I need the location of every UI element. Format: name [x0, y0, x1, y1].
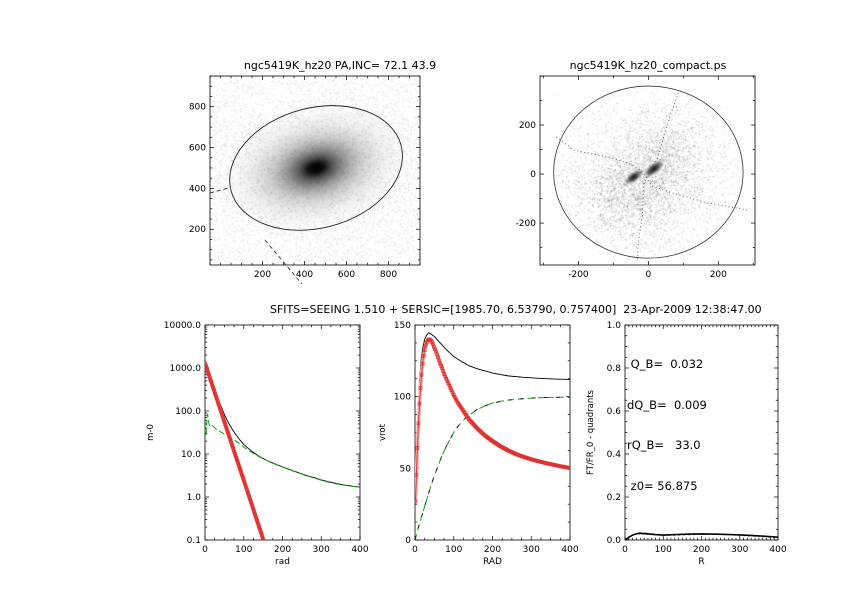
series-vrot-disk	[414, 338, 571, 503]
plot-page: ngc5419K_hz20 PA,INC= 72.1 43.9 ngc5419K…	[0, 0, 842, 595]
svg-text:100: 100	[235, 545, 252, 555]
svg-text:400: 400	[561, 545, 578, 555]
svg-text:400: 400	[769, 545, 786, 555]
overlay-dotted-curve	[556, 137, 748, 210]
svg-text:0.6: 0.6	[607, 407, 622, 417]
svg-text:100.0: 100.0	[175, 407, 201, 417]
svg-text:200: 200	[519, 121, 536, 131]
svg-text:400: 400	[189, 184, 206, 194]
svg-text:1000.0: 1000.0	[170, 364, 202, 374]
svg-text:0.8: 0.8	[607, 364, 622, 374]
x-axis-label: rad	[275, 557, 290, 567]
svg-text:800: 800	[189, 103, 206, 113]
y-axis-label: vrot	[378, 423, 388, 441]
svg-text:10000.0: 10000.0	[164, 321, 201, 331]
svg-text:150: 150	[394, 321, 411, 331]
svg-text:0: 0	[405, 536, 411, 546]
svg-text:50: 50	[400, 464, 412, 474]
svg-text:0.1: 0.1	[187, 536, 201, 546]
svg-text:200: 200	[693, 545, 710, 555]
svg-text:600: 600	[338, 270, 355, 280]
chart-svg: 0 100 200 300 400 10000.0 1000.0 100.0 10.0 1.0 0.…	[143, 315, 374, 574]
fit-param-qb: Q_B= 0.032	[627, 358, 707, 372]
svg-text:10.0: 10.0	[181, 450, 201, 460]
svg-text:200: 200	[484, 545, 501, 555]
svg-text:0: 0	[646, 270, 652, 280]
fit-param-rqb: rQ_B= 33.0	[627, 439, 707, 453]
chart-svg: -200 0 200 -200 0 200	[500, 68, 767, 295]
galaxy-image-panel: 200 400 600 800 200 400 600 800	[170, 68, 432, 295]
series-disk-component	[204, 362, 265, 541]
chart-svg: 0 100 200 300 400 0 50 100 150 RAD vrot	[375, 315, 584, 574]
svg-text:200: 200	[710, 270, 727, 280]
fit-param-z0: z0= 56.875	[627, 480, 707, 494]
svg-text:300: 300	[523, 545, 540, 555]
svg-text:100: 100	[394, 393, 411, 403]
svg-text:1.0: 1.0	[607, 321, 622, 331]
svg-text:300: 300	[731, 545, 748, 555]
series-vcirc-sersic-dark	[415, 397, 570, 540]
axes-box	[210, 76, 420, 265]
svg-text:600: 600	[189, 144, 206, 154]
svg-text:-200: -200	[516, 219, 537, 229]
svg-text:1.0: 1.0	[187, 493, 202, 503]
series-total-model	[205, 363, 360, 487]
svg-text:100: 100	[445, 545, 462, 555]
overlay-ellipse	[216, 87, 417, 249]
fit-parameters: Q_B= 0.032 dQ_B= 0.009 rQ_B= 33.0 z0= 56…	[627, 331, 707, 520]
axes-box	[540, 76, 755, 265]
svg-text:0.2: 0.2	[607, 493, 621, 503]
x-axis-label: R	[698, 557, 704, 567]
svg-text:200: 200	[189, 225, 206, 235]
svg-text:800: 800	[380, 270, 397, 280]
svg-text:200: 200	[274, 545, 291, 555]
series-vcirc-sersic	[415, 397, 570, 540]
compact-image-panel: -200 0 200 -200 0 200	[500, 68, 767, 295]
x-axis-label: RAD	[483, 557, 502, 567]
overlay-ellipse	[554, 86, 743, 258]
overlay-segment	[210, 188, 228, 193]
fit-param-dqb: dQ_B= 0.009	[627, 399, 707, 413]
y-axis-label: m-0	[146, 424, 156, 441]
svg-text:0.0: 0.0	[607, 536, 622, 546]
svg-text:300: 300	[313, 545, 330, 555]
svg-text:0: 0	[412, 545, 418, 555]
svg-text:200: 200	[254, 270, 271, 280]
chart-svg: 200 400 600 800 200 400 600 800	[170, 68, 432, 295]
svg-text:-200: -200	[568, 270, 589, 280]
svg-text:400: 400	[351, 545, 368, 555]
overlay-dotted-curve	[638, 93, 679, 262]
y-axis-label: FT/FR_0 - quadrants	[586, 389, 596, 475]
svg-text:100: 100	[655, 545, 672, 555]
surface-brightness-chart: 0 100 200 300 400 10000.0 1000.0 100.0 10.0 1.0 0.…	[143, 315, 374, 574]
rotation-curve-chart: 0 100 200 300 400 0 50 100 150 RAD vrot	[375, 315, 584, 574]
svg-text:0: 0	[622, 545, 628, 555]
svg-text:0: 0	[202, 545, 208, 555]
svg-text:0.4: 0.4	[607, 450, 622, 460]
svg-text:0: 0	[530, 170, 536, 180]
svg-text:400: 400	[296, 270, 313, 280]
